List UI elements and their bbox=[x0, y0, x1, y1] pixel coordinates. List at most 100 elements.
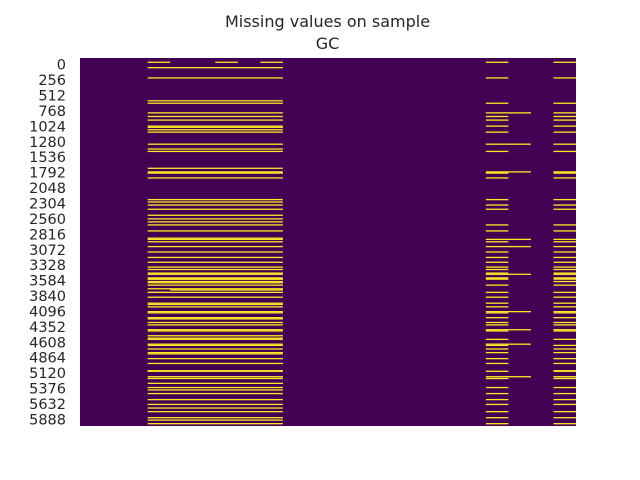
missing-cell-line bbox=[147, 291, 171, 294]
missing-cell-line bbox=[147, 417, 283, 419]
y-tick-label: 5120 bbox=[29, 366, 66, 382]
missing-cell-line bbox=[147, 272, 283, 274]
missing-cell-line bbox=[553, 131, 576, 133]
missing-cell-line bbox=[485, 398, 509, 401]
missing-cell-line bbox=[147, 126, 283, 128]
y-tick-label: 2816 bbox=[29, 227, 66, 243]
missing-cell-line bbox=[553, 273, 576, 275]
missing-cell-line bbox=[147, 344, 283, 347]
y-tick-label: 5376 bbox=[29, 382, 66, 398]
missing-cell-line bbox=[147, 150, 283, 153]
missing-cell-line bbox=[485, 351, 509, 354]
missing-cell-line bbox=[553, 115, 576, 118]
y-tick-label: 4864 bbox=[29, 351, 66, 367]
missing-cell-line bbox=[485, 273, 531, 275]
chart-subtitle: GC bbox=[315, 34, 340, 53]
missing-cell-line bbox=[147, 208, 283, 210]
y-tick-label: 0 bbox=[57, 58, 66, 74]
missing-cell-line bbox=[147, 398, 283, 401]
missing-cell-line bbox=[485, 230, 509, 232]
missing-cell-line bbox=[485, 403, 509, 406]
missing-cell-line bbox=[553, 256, 576, 259]
missing-cell-line bbox=[485, 268, 509, 271]
missing-cell-line bbox=[485, 245, 531, 248]
missing-cell-line bbox=[553, 280, 576, 283]
missing-cell-line bbox=[147, 312, 283, 314]
missing-cell-line bbox=[553, 261, 576, 263]
missing-cell-line bbox=[147, 348, 283, 350]
missing-cell-line bbox=[170, 289, 283, 291]
missing-cell-line bbox=[485, 302, 509, 304]
missing-cell-line bbox=[147, 148, 283, 150]
missing-cell-line bbox=[147, 251, 283, 253]
missing-cell-line bbox=[147, 256, 283, 259]
missing-cell-line bbox=[485, 338, 509, 341]
missing-cell-line bbox=[147, 353, 283, 355]
missing-cell-line bbox=[215, 61, 238, 63]
missing-cell-line bbox=[147, 238, 283, 241]
missing-cell-line bbox=[485, 125, 509, 127]
missing-cell-line bbox=[553, 171, 576, 173]
missing-cell-line bbox=[485, 377, 509, 380]
missing-cell-line bbox=[147, 218, 283, 220]
missing-cell-line bbox=[147, 143, 283, 145]
y-tick-label: 3328 bbox=[29, 258, 66, 274]
missing-cell-line bbox=[147, 335, 283, 337]
missing-cell-line bbox=[147, 112, 283, 114]
missing-cell-line bbox=[553, 204, 576, 206]
missing-cell-line bbox=[147, 214, 283, 216]
y-tick-label: 1536 bbox=[29, 150, 66, 166]
missing-cell-line bbox=[485, 102, 509, 104]
y-axis: 0256512768102412801536179220482304256028… bbox=[29, 58, 66, 429]
missing-cell-line bbox=[553, 150, 576, 153]
missing-cell-line bbox=[553, 344, 576, 347]
missing-cell-line bbox=[553, 423, 576, 425]
missing-cell-line bbox=[485, 198, 509, 201]
y-tick-label: 5632 bbox=[29, 397, 66, 413]
missing-cell-line bbox=[485, 306, 509, 308]
missing-cell-line bbox=[147, 201, 283, 203]
missing-cell-line bbox=[553, 266, 576, 268]
missing-cell-line bbox=[147, 329, 283, 331]
missing-cell-line bbox=[147, 131, 283, 133]
missing-cell-line bbox=[553, 224, 576, 226]
missing-cell-line bbox=[147, 129, 283, 131]
missing-cell-line bbox=[485, 150, 509, 153]
missing-cell-line bbox=[553, 376, 576, 378]
missing-cell-line bbox=[147, 204, 283, 206]
y-tick-label: 5888 bbox=[29, 412, 66, 428]
missing-cell-line bbox=[485, 411, 509, 413]
missing-cell-line bbox=[147, 392, 283, 395]
missing-cell-line bbox=[147, 277, 283, 279]
missing-cell-line bbox=[485, 115, 509, 118]
missing-cell-line bbox=[553, 329, 576, 331]
missing-cell-line bbox=[147, 403, 283, 406]
missing-cell-line bbox=[147, 302, 283, 304]
heatmap-plot-area bbox=[80, 58, 576, 426]
missing-cell-line bbox=[485, 417, 509, 419]
missing-cell-line bbox=[485, 376, 531, 378]
missing-cell-line bbox=[147, 245, 283, 248]
missing-cell-line bbox=[553, 112, 576, 114]
missing-cell-line bbox=[147, 338, 283, 341]
y-tick-label: 4096 bbox=[29, 304, 66, 320]
missing-cell-line bbox=[147, 261, 283, 263]
missing-cell-line bbox=[147, 241, 283, 243]
missing-cell-line bbox=[485, 370, 509, 372]
missing-cell-line bbox=[485, 357, 509, 360]
missing-cell-line bbox=[485, 266, 509, 268]
missing-cell-line bbox=[485, 238, 531, 241]
missing-cell-line bbox=[485, 256, 509, 259]
missing-cell-line bbox=[485, 251, 509, 253]
missing-cell-line bbox=[147, 296, 283, 298]
missing-cell-line bbox=[260, 61, 283, 63]
missing-cell-line bbox=[553, 245, 576, 248]
missing-cell-line bbox=[485, 362, 509, 365]
missing-cell-line bbox=[553, 302, 576, 304]
missing-cell-line bbox=[147, 306, 283, 308]
missing-cell-line bbox=[485, 241, 509, 243]
missing-cell-line bbox=[553, 296, 576, 298]
missing-cell-line bbox=[485, 112, 531, 114]
missing-cell-line bbox=[485, 348, 509, 350]
